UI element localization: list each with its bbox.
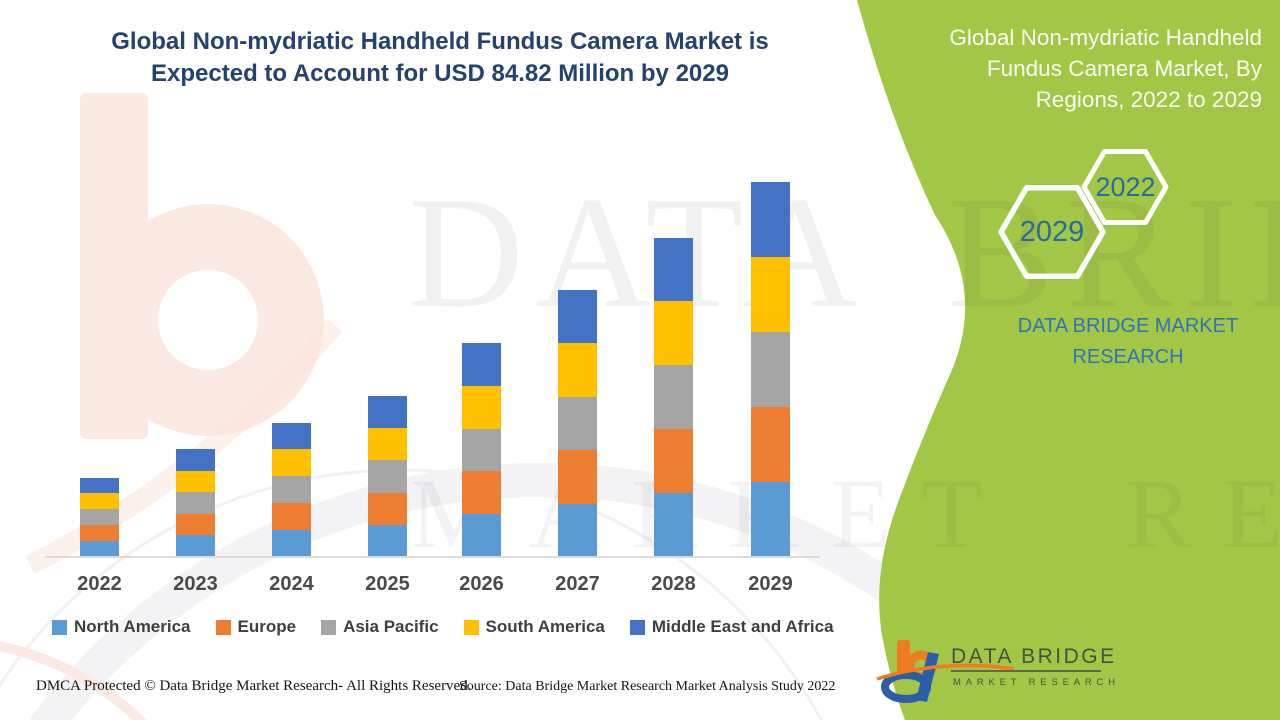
- x-axis-label-2025: 2025: [365, 573, 410, 595]
- bar-segment-2023-europe: [176, 513, 215, 536]
- x-axis-label-2028: 2028: [651, 573, 696, 595]
- brand-text: DATA BRIDGE MARKET RESEARCH: [1000, 311, 1256, 373]
- bar-group-2022: [80, 477, 119, 557]
- bar-segment-2022-south-america: [80, 493, 119, 510]
- bar-segment-2024-europe: [272, 503, 311, 531]
- bar-segment-2023-north-america: [176, 535, 215, 557]
- legend-swatch-europe: [215, 619, 231, 635]
- side-panel-title-line-3: Regions, 2022 to 2029: [1035, 87, 1262, 112]
- logo-title: DATA BRIDGE: [951, 645, 1117, 668]
- bar-segment-2022-asia-pacific: [80, 509, 119, 526]
- bar-segment-2025-middle-east-and-africa: [368, 396, 407, 429]
- logo-subtitle: MARKET RESEARCH: [953, 677, 1120, 688]
- legend-label-south-america: South America: [485, 617, 605, 636]
- x-axis-label-2029: 2029: [748, 573, 793, 595]
- legend-item-middle-east-and-africa: Middle East and Africa: [629, 617, 834, 637]
- x-axis-line: [45, 556, 820, 558]
- bar-segment-2027-europe: [558, 450, 597, 504]
- bar-segment-2027-middle-east-and-africa: [558, 290, 597, 344]
- bar-segment-2029-south-america: [751, 257, 790, 332]
- bar-chart: [80, 182, 790, 557]
- bar-segment-2023-middle-east-and-africa: [176, 449, 215, 471]
- chart-title: Global Non-mydriatic Handheld Fundus Cam…: [55, 26, 825, 90]
- bar-segment-2028-europe: [654, 429, 693, 494]
- hexagon-label-2022: 2022: [1095, 172, 1156, 202]
- bar-segment-2024-north-america: [272, 530, 311, 557]
- legend-item-north-america: North America: [52, 617, 191, 637]
- bar-segment-2029-europe: [751, 407, 790, 482]
- bar-segment-2026-asia-pacific: [462, 428, 501, 472]
- bar-segment-2026-europe: [462, 471, 501, 515]
- bar-segment-2027-asia-pacific: [558, 396, 597, 451]
- bar-group-2027: [558, 290, 597, 557]
- legend-swatch-asia-pacific: [321, 619, 337, 635]
- bar-segment-2025-south-america: [368, 428, 407, 461]
- bar-segment-2022-middle-east-and-africa: [80, 477, 119, 494]
- bar-segment-2028-south-america: [654, 301, 693, 366]
- bar-group-2023: [176, 449, 215, 557]
- legend-label-middle-east-and-africa: Middle East and Africa: [651, 617, 834, 636]
- bar-segment-2022-europe: [80, 525, 119, 542]
- side-panel-title-line-1: Global Non-mydriatic Handheld: [949, 25, 1262, 50]
- bar-segment-2023-asia-pacific: [176, 492, 215, 514]
- brand-text-line-2: RESEARCH: [1072, 346, 1184, 368]
- legend-item-asia-pacific: Asia Pacific: [321, 617, 439, 637]
- bar-group-2028: [654, 237, 693, 557]
- x-axis-label-2022: 2022: [77, 573, 122, 595]
- bar-segment-2024-middle-east-and-africa: [272, 422, 311, 450]
- legend-swatch-middle-east-and-africa: [629, 619, 645, 635]
- hexagon-2029-icon: [998, 185, 1106, 279]
- green-panel-shape: [857, 0, 1280, 720]
- bar-segment-2025-asia-pacific: [368, 460, 407, 493]
- brand-text-line-1: DATA BRIDGE MARKET: [1017, 315, 1239, 337]
- logo-underline: [951, 670, 1101, 672]
- bar-segment-2029-middle-east-and-africa: [751, 182, 790, 257]
- bar-segment-2025-europe: [368, 492, 407, 525]
- bar-group-2025: [368, 396, 407, 557]
- legend-item-south-america: South America: [463, 617, 605, 637]
- bar-segment-2027-south-america: [558, 343, 597, 397]
- bar-segment-2025-north-america: [368, 524, 407, 557]
- footer-dmca-text: DMCA Protected © Data Bridge Market Rese…: [36, 678, 472, 694]
- bar-segment-2028-north-america: [654, 493, 693, 557]
- hexagon-2022-icon: [1081, 149, 1169, 225]
- bar-segment-2024-asia-pacific: [272, 476, 311, 504]
- legend-label-north-america: North America: [74, 617, 191, 636]
- x-axis-label-2027: 2027: [555, 573, 600, 595]
- bar-group-2029: [751, 182, 790, 557]
- bar-group-2024: [272, 422, 311, 557]
- bar-segment-2023-south-america: [176, 470, 215, 493]
- chart-title-line-1: Global Non-mydriatic Handheld Fundus Cam…: [111, 28, 769, 55]
- bar-group-2026: [462, 343, 501, 557]
- x-axis-label-2023: 2023: [173, 573, 218, 595]
- legend-swatch-south-america: [463, 619, 479, 635]
- bar-segment-2029-asia-pacific: [751, 332, 790, 407]
- bar-segment-2028-middle-east-and-africa: [654, 237, 693, 302]
- legend: North America Europe Asia Pacific South Ame…: [52, 617, 834, 637]
- legend-label-asia-pacific: Asia Pacific: [343, 617, 439, 636]
- bar-segment-2027-north-america: [558, 503, 597, 557]
- legend-label-europe: Europe: [237, 617, 297, 636]
- x-axis-label-2024: 2024: [269, 573, 314, 595]
- bar-segment-2028-asia-pacific: [654, 365, 693, 430]
- bar-segment-2022-north-america: [80, 541, 119, 557]
- bar-segment-2026-south-america: [462, 385, 501, 429]
- bar-segment-2029-north-america: [751, 482, 790, 557]
- hexagon-label-2029: 2029: [1019, 216, 1085, 248]
- bar-segment-2026-middle-east-and-africa: [462, 343, 501, 386]
- footer-source-text: Source: Data Bridge Market Research Mark…: [459, 679, 836, 694]
- side-panel-title: Global Non-mydriatic Handheld Fundus Cam…: [882, 22, 1262, 115]
- side-panel-title-line-2: Fundus Camera Market, By: [986, 56, 1262, 81]
- legend-swatch-north-america: [52, 619, 67, 635]
- x-axis-label-2026: 2026: [459, 573, 504, 595]
- chart-title-line-2: Expected to Account for USD 84.82 Millio…: [151, 60, 729, 87]
- bar-segment-2026-north-america: [462, 514, 501, 557]
- bar-segment-2024-south-america: [272, 449, 311, 477]
- legend-item-europe: Europe: [215, 617, 297, 637]
